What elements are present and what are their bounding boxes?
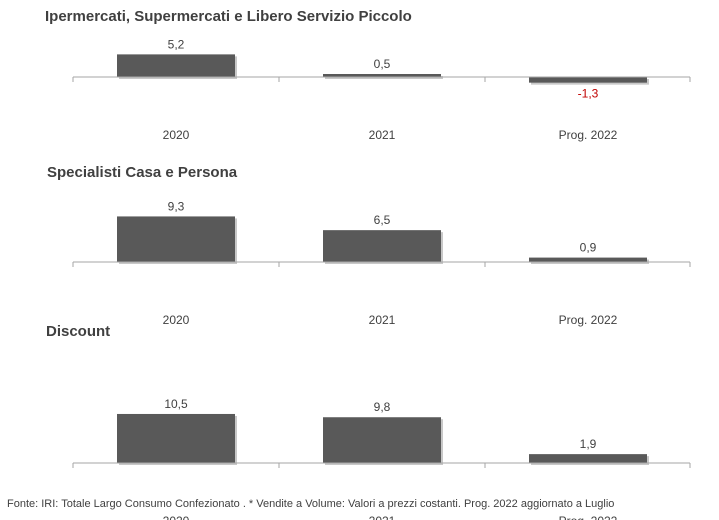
- category-label: 2020: [163, 128, 190, 142]
- data-label: 0,9: [580, 241, 597, 255]
- category-label: 2020: [163, 514, 190, 520]
- bar-2021: [323, 417, 441, 463]
- bar-2021: [323, 74, 441, 77]
- chart-title-3: Discount: [46, 323, 111, 340]
- bar-2020: [117, 413, 235, 463]
- bar-prog.-2022: [529, 454, 647, 463]
- data-label: -1,3: [578, 87, 599, 101]
- data-label: 0,5: [374, 57, 391, 71]
- data-label: 9,8: [374, 400, 391, 414]
- category-label: Prog. 2022: [559, 313, 618, 327]
- data-label: 10,5: [164, 397, 188, 411]
- bar-chart-2: 9,3 2020 6,5 2021 0,9 Prog. 2022: [72, 199, 691, 327]
- category-label: Prog. 2022: [559, 514, 618, 520]
- category-label: 2021: [369, 514, 396, 520]
- category-label: 2021: [369, 313, 396, 327]
- data-label: 1,9: [580, 437, 597, 451]
- category-label: Prog. 2022: [559, 128, 618, 142]
- bar-prog.-2022: [529, 257, 647, 262]
- data-label: 9,3: [168, 199, 185, 213]
- bar-prog.-2022: [529, 77, 647, 83]
- data-label: 5,2: [168, 37, 185, 51]
- bar-chart-3: 10,5 2020 9,8 2021 1,9 Prog. 2022: [72, 397, 691, 520]
- bar-2020: [117, 54, 235, 77]
- bar-2021: [323, 230, 441, 262]
- chart-title-2: Specialisti Casa e Persona: [47, 164, 238, 181]
- category-label: 2021: [369, 128, 396, 142]
- chart-title-1: Ipermercati, Supermercati e Libero Servi…: [45, 8, 412, 25]
- source-footnote: Fonte: IRI: Totale Largo Consumo Confezi…: [7, 498, 615, 510]
- category-label: 2020: [163, 313, 190, 327]
- bar-2020: [117, 216, 235, 262]
- data-label: 6,5: [374, 213, 391, 227]
- bar-chart-1: 5,2 2020 0,5 2021 -1,3 Prog. 2022: [72, 37, 691, 142]
